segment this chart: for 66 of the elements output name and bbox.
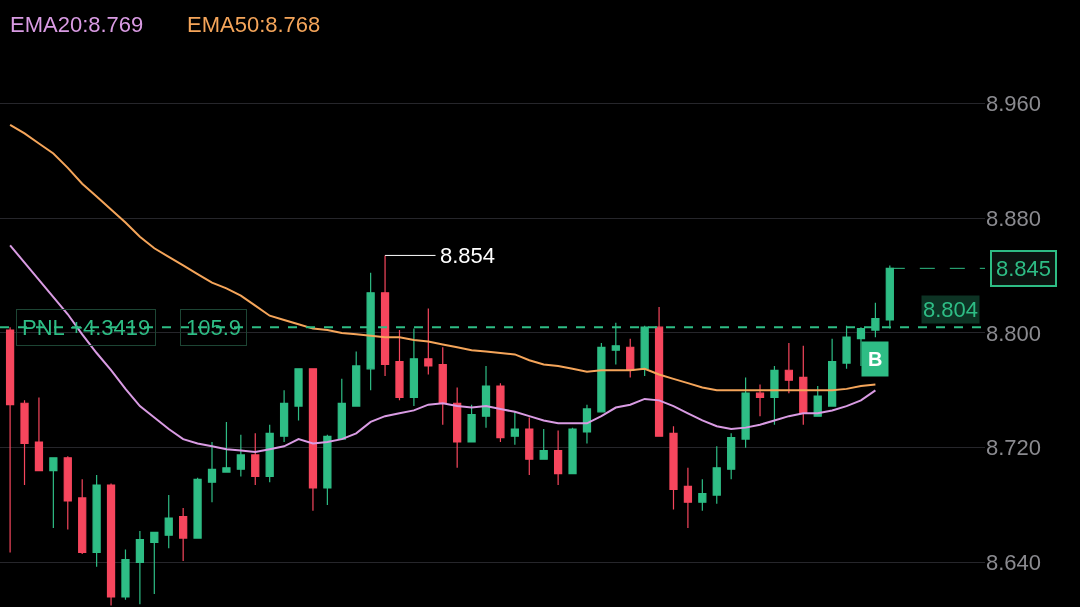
candlestick [34,396,44,472]
y-tick-label: 8.720 [986,435,1042,461]
candlestick [20,399,29,486]
candlestick [265,424,274,483]
text: EMA20:8.769 [10,12,144,37]
candlestick [5,326,15,554]
candlestick [164,494,173,549]
candlestick [135,530,145,605]
candlestick [755,383,765,417]
candlestick [424,307,433,376]
candlestick [597,342,606,413]
annotation: B [868,348,883,370]
candlestick [380,254,390,377]
candlestick [106,482,116,607]
candlestick [496,382,505,443]
candlestick [308,368,318,512]
candlestick [279,389,289,443]
candlestick [92,474,101,568]
candlestick [294,368,303,422]
y-tick-label: 8.960 [986,91,1042,117]
candlestick [222,421,231,473]
candlestick [438,346,447,426]
candlestick [727,432,736,480]
candlestick [323,434,332,506]
candlestick [525,416,534,476]
candlestick [193,477,202,539]
candlestick [770,365,779,426]
candlestick [78,478,87,555]
candlestick [828,338,837,407]
candlestick [207,441,217,503]
candlestick [813,385,822,417]
text: EMA50:8.768 [187,12,321,37]
y-tick-label: 8.800 [986,320,1042,346]
candlestick [582,404,592,445]
candlestick [799,345,808,426]
candlestick [539,428,548,460]
annotation: 105.9 [186,315,242,340]
y-tick-label: 8.640 [986,550,1042,576]
ref-line-label: 8.845 [996,256,1052,281]
candlestick [467,404,476,443]
candlestick [669,425,678,511]
candlestick [395,329,404,401]
candlestick [784,342,793,394]
candlestick [352,350,361,407]
candlestick [712,445,721,505]
candlestick [179,507,188,562]
candlestick [654,306,664,437]
candlestick [337,378,346,440]
annotation: 8.854 [440,243,496,268]
candlestick [626,338,635,378]
y-tick-label: 8.880 [986,205,1042,231]
candlestick [453,386,462,469]
candlestick [553,429,563,486]
candlestick [121,549,130,601]
candlestick [251,432,260,486]
candlestick [236,434,245,478]
candlestick [683,467,693,529]
candlestick [49,457,58,529]
candlestick [150,531,159,595]
candlestick [481,365,491,429]
candlestick [510,411,519,446]
candlestick [568,427,577,475]
candlestick [741,376,750,449]
ref-line-label: 8.804 [923,297,979,322]
candlestick [698,478,707,512]
candlestick [63,455,72,531]
